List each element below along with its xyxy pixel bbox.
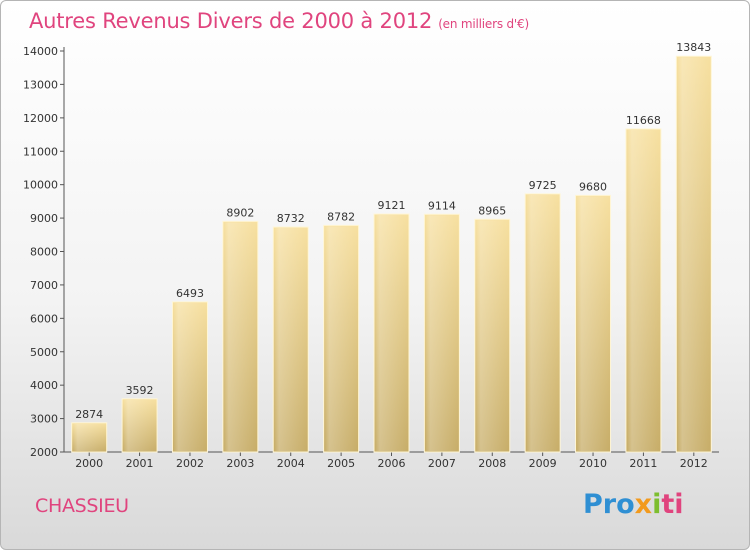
- x-tick-label: 2003: [226, 457, 254, 470]
- y-tick-label: 13000: [23, 78, 58, 91]
- y-tick-label: 4000: [30, 379, 58, 392]
- bar-shine: [576, 196, 610, 451]
- x-tick-label: 2005: [327, 457, 355, 470]
- x-tick-label: 2002: [176, 457, 204, 470]
- y-tick-label: 2000: [30, 446, 58, 459]
- data-label: 8902: [226, 206, 254, 219]
- logo-part-1: Pro: [583, 489, 635, 520]
- logo-part-4: ti: [661, 489, 684, 520]
- x-tick-label: 2004: [277, 457, 305, 470]
- y-tick-label: 3000: [30, 413, 58, 426]
- y-tick-label: 7000: [30, 279, 58, 292]
- data-labels: 2874 3592 6493 8902 8732 8782 9121 9114 8965 9725…: [75, 41, 711, 421]
- title-text: Autres Revenus Divers de 2000 à 2012: [29, 9, 433, 33]
- x-tick-label: 2006: [378, 457, 406, 470]
- chart-title: Autres Revenus Divers de 2000 à 2012 (en …: [29, 9, 529, 33]
- x-tick-label: 2010: [579, 457, 607, 470]
- bar-shine: [72, 423, 106, 451]
- y-axis: 2000 3000 4000 5000 6000 7000 8000 9000 10000 110…: [23, 45, 65, 459]
- data-label: 9121: [378, 199, 406, 212]
- x-tick-label: 2009: [529, 457, 557, 470]
- bar-shine: [375, 215, 408, 451]
- y-tick-label: 11000: [23, 145, 58, 158]
- x-tick-label: 2007: [428, 457, 456, 470]
- data-label: 8965: [478, 204, 506, 217]
- bar-shine: [677, 57, 711, 451]
- x-tick-label: 2000: [75, 457, 103, 470]
- city-name: CHASSIEU: [35, 495, 129, 517]
- y-tick-label: 6000: [30, 312, 58, 325]
- title-unit: (en milliers d'€): [438, 17, 529, 31]
- y-tick-label: 9000: [30, 212, 58, 225]
- data-label: 9114: [428, 199, 456, 212]
- data-label: 13843: [676, 41, 711, 54]
- data-label: 8732: [277, 212, 305, 225]
- bar-shine: [475, 220, 509, 451]
- bars: [71, 55, 712, 453]
- bar-shine: [223, 222, 257, 451]
- bar-shine: [526, 194, 560, 451]
- data-label: 11668: [626, 114, 661, 127]
- data-label: 8782: [327, 210, 355, 223]
- data-label: 9725: [529, 179, 557, 192]
- data-label: 2874: [75, 408, 103, 421]
- x-tick-label: 2011: [629, 457, 657, 470]
- logo-part-2: x: [634, 489, 653, 520]
- data-label: 3592: [126, 384, 154, 397]
- data-label: 6493: [176, 287, 204, 300]
- x-tick-label: 2012: [680, 457, 708, 470]
- bar-shine: [425, 215, 459, 451]
- y-tick-label: 8000: [30, 246, 58, 259]
- y-tick-label: 10000: [23, 179, 58, 192]
- bar-shine: [173, 302, 207, 451]
- y-tick-label: 14000: [23, 45, 58, 58]
- bar-shine: [324, 226, 358, 451]
- proxiti-logo: Proxiti: [583, 489, 684, 520]
- bar-shine: [626, 129, 660, 451]
- x-tick-label: 2001: [126, 457, 154, 470]
- bar-shine: [123, 399, 157, 451]
- data-label: 9680: [579, 180, 607, 193]
- logo-part-3: i: [652, 489, 662, 520]
- bar-shine: [274, 228, 308, 451]
- y-tick-label: 5000: [30, 346, 58, 359]
- y-tick-label: 12000: [23, 112, 58, 125]
- x-tick-label: 2008: [478, 457, 506, 470]
- x-axis: 2000 2001 2002 2003 2004 2005 2006 2007 2008 2009…: [64, 451, 719, 470]
